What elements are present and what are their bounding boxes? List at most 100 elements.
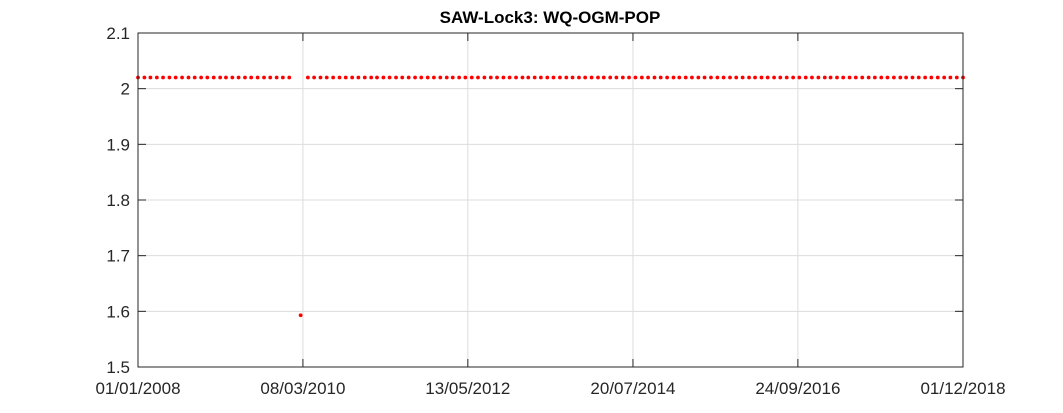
data-point <box>690 75 694 80</box>
data-point <box>948 75 953 80</box>
data-point <box>488 75 493 80</box>
data-point <box>375 75 379 80</box>
data-point <box>772 75 776 80</box>
y-tick-label: 2.1 <box>106 24 130 43</box>
data-point <box>249 75 254 80</box>
data-point <box>394 75 398 80</box>
data-point <box>255 75 260 80</box>
data-point <box>828 75 833 80</box>
data-point <box>463 75 468 80</box>
data-point <box>872 75 877 80</box>
data-point <box>218 75 223 80</box>
y-tick-label: 1.5 <box>106 358 130 377</box>
x-axis: 01/01/2008 08/03/2010 13/05/2012 20/07/2014… <box>95 33 1006 398</box>
data-point <box>545 75 550 80</box>
data-point <box>343 75 348 80</box>
data-point <box>954 75 959 80</box>
data-point <box>482 75 487 80</box>
data-point <box>142 75 147 80</box>
data-point <box>665 75 670 80</box>
data-point <box>148 75 153 80</box>
x-tick-label: 13/05/2012 <box>425 379 510 398</box>
data-point <box>236 75 241 80</box>
data-point <box>457 75 462 80</box>
x-tick-label: 20/07/2014 <box>590 379 675 398</box>
data-point <box>620 75 625 80</box>
data-point <box>753 75 757 80</box>
data-point <box>469 75 474 80</box>
data-point <box>501 75 506 80</box>
data-point <box>331 75 336 80</box>
data-point <box>381 75 386 80</box>
data-point <box>287 75 292 80</box>
data-point <box>419 75 424 80</box>
data-point <box>564 75 569 80</box>
data-point <box>570 75 575 80</box>
data-point <box>671 75 676 80</box>
data-point <box>853 75 858 80</box>
data-point <box>910 75 915 80</box>
data-point <box>740 75 745 80</box>
data-point <box>362 75 367 80</box>
data-point <box>652 75 657 80</box>
data-point <box>167 75 172 80</box>
data-point <box>596 75 600 80</box>
data-point <box>324 75 329 80</box>
y-tick-label: 1.6 <box>106 302 130 321</box>
data-point <box>431 75 436 80</box>
data-point <box>891 75 896 80</box>
data-point <box>633 75 638 80</box>
data-point <box>192 75 197 80</box>
data-point <box>885 75 890 80</box>
data-point <box>268 75 273 80</box>
data-point <box>312 75 316 80</box>
data-point <box>879 75 884 80</box>
data-point <box>551 75 556 80</box>
data-point <box>866 75 871 80</box>
data-point <box>784 75 789 80</box>
data-point <box>243 75 247 80</box>
y-tick-label: 1.9 <box>106 135 130 154</box>
data-point <box>356 75 361 80</box>
data-point <box>797 75 802 80</box>
data-point <box>444 75 449 80</box>
data-point <box>526 75 531 80</box>
data-point <box>180 75 184 80</box>
data-point <box>608 75 613 80</box>
data-point <box>154 75 159 80</box>
data-point <box>847 75 852 80</box>
data-point <box>683 75 688 80</box>
x-tick-label: 01/12/2018 <box>920 379 1005 398</box>
y-axis: 1.5 1.6 1.7 1.8 1.9 2 2.1 <box>106 24 963 377</box>
data-point <box>702 75 707 80</box>
data-point <box>791 75 796 80</box>
data-point <box>810 75 814 80</box>
data-point <box>413 75 417 80</box>
data-point <box>186 75 191 80</box>
data-point <box>387 75 392 80</box>
data-point <box>199 75 204 80</box>
data-point <box>583 75 588 80</box>
data-point <box>627 75 631 80</box>
data-point <box>835 75 839 80</box>
data-point <box>677 75 682 80</box>
data-point <box>211 75 216 80</box>
data-point <box>696 75 701 80</box>
data-point <box>224 75 228 80</box>
data-point <box>923 75 928 80</box>
data-point <box>841 75 846 80</box>
data-point <box>822 75 827 80</box>
data-point <box>262 75 266 80</box>
data-point <box>646 75 650 80</box>
data-point <box>337 75 342 80</box>
data-point <box>658 75 663 80</box>
y-tick-label: 1.8 <box>106 191 130 210</box>
data-point <box>577 75 581 80</box>
data-point <box>816 75 821 80</box>
x-tick-label: 01/01/2008 <box>95 379 180 398</box>
data-point <box>205 75 210 80</box>
data-point <box>765 75 770 80</box>
data-point <box>734 75 739 80</box>
data-point <box>728 75 732 80</box>
data-point <box>507 75 512 80</box>
